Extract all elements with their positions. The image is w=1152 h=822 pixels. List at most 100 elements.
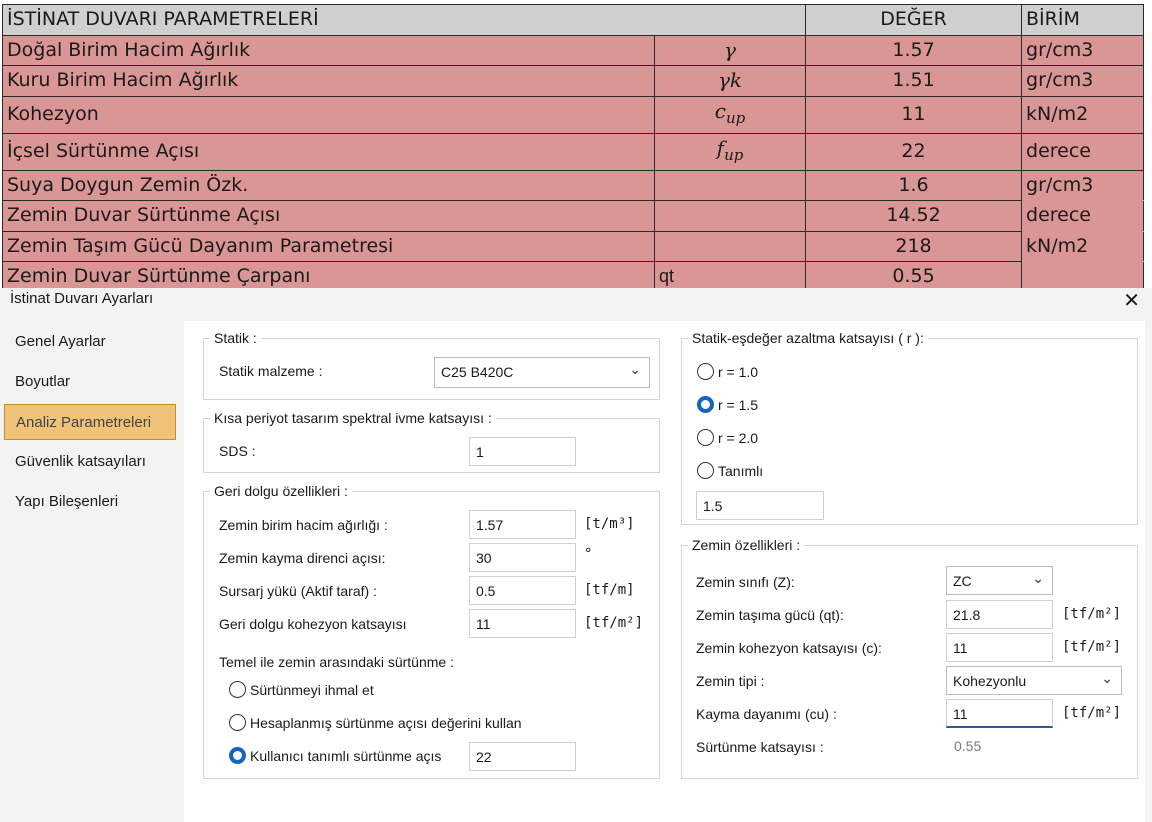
row-value[interactable]: 14.52 xyxy=(805,200,1023,232)
row-symbol[interactable]: fup xyxy=(653,132,807,171)
row-unit[interactable]: derece xyxy=(1021,200,1145,232)
spectral-legend: Kısa periyot tasarım spektral ivme katsa… xyxy=(214,410,492,426)
reduction-option-custom[interactable]: Tanımlı xyxy=(697,462,763,479)
backfill-legend: Geri dolgu özellikleri : xyxy=(214,483,348,499)
friction-option-label: Hesaplanmış sürtünme açısı değerini kull… xyxy=(250,714,522,731)
soil-class-value: ZC xyxy=(953,573,972,589)
friction-option-label: Kullanıcı tanımlı sürtünme açıs xyxy=(250,747,442,764)
shear-strength-input[interactable]: 11 xyxy=(946,699,1053,728)
surcharge-label: Sursarj yükü (Aktif taraf) : xyxy=(219,583,377,599)
row-name[interactable]: Suya Doygun Zemin Özk. xyxy=(2,169,655,201)
row-symbol[interactable]: γk xyxy=(653,65,807,97)
unit-weight-input[interactable]: 1.57 xyxy=(469,510,576,539)
bearing-input[interactable]: 21.8 xyxy=(946,600,1053,629)
statik-material-value: C25 B420C xyxy=(441,364,514,380)
reduction-custom-input[interactable]: 1.5 xyxy=(696,491,824,520)
reduction-option-2[interactable]: r = 1.5 xyxy=(697,396,758,413)
chevron-down-icon: ⌄ xyxy=(1101,670,1113,686)
friction-coef-label: Sürtünme katsayısı : xyxy=(696,739,824,755)
header-unit[interactable]: BİRİM xyxy=(1021,4,1145,36)
table-row: Zemin Taşım Gücü Dayanım Parametresi 218… xyxy=(2,230,1145,262)
soil-group: Zemin özellikleri : xyxy=(681,537,1138,779)
friction-option-ignore[interactable]: Sürtünmeyi ihmal et xyxy=(229,681,374,698)
header-value[interactable]: DEĞER xyxy=(805,4,1023,36)
friction-option-user-defined[interactable]: Kullanıcı tanımlı sürtünme açıs xyxy=(229,747,441,764)
sds-input[interactable]: 1 xyxy=(469,437,576,466)
row-unit[interactable] xyxy=(1021,261,1145,292)
reduction-option-1[interactable]: r = 1.0 xyxy=(697,363,758,380)
row-symbol[interactable] xyxy=(653,200,807,232)
row-value[interactable]: 218 xyxy=(805,230,1023,262)
surcharge-unit: [tf/m] xyxy=(584,582,635,598)
row-unit[interactable]: derece xyxy=(1021,132,1145,171)
shear-strength-unit: [tf/m²] xyxy=(1062,705,1122,721)
radio-icon xyxy=(229,681,246,698)
friction-option-label: Sürtünmeyi ihmal et xyxy=(250,681,374,698)
row-symbol[interactable]: cup xyxy=(653,95,807,134)
row-value[interactable]: 22 xyxy=(805,132,1023,171)
row-value[interactable]: 1.51 xyxy=(805,65,1023,97)
close-icon[interactable]: ✕ xyxy=(1123,288,1140,312)
friction-option-calculated[interactable]: Hesaplanmış sürtünme açısı değerini kull… xyxy=(229,714,522,731)
row-value[interactable]: 11 xyxy=(805,95,1023,134)
unit-weight-unit: [t/m³] xyxy=(584,516,635,532)
row-unit[interactable]: gr/cm3 xyxy=(1021,34,1145,66)
nav-item-genel-ayarlar[interactable]: Genel Ayarlar xyxy=(15,333,106,350)
row-unit[interactable]: kN/m2 xyxy=(1021,230,1145,262)
backfill-cohesion-input[interactable]: 11 xyxy=(469,609,576,638)
statik-material-select[interactable]: C25 B420C ⌄ xyxy=(434,357,650,388)
statik-group: Statik : xyxy=(203,330,660,400)
row-name[interactable]: Zemin Taşım Gücü Dayanım Parametresi xyxy=(2,230,655,262)
user-friction-input[interactable]: 22 xyxy=(469,742,576,771)
table-row: Kohezyon cup 11 kN/m2 xyxy=(2,95,1145,134)
friction-heading: Temel ile zemin arasındaki sürtünme : xyxy=(219,654,454,670)
soil-cohesion-unit: [tf/m²] xyxy=(1062,639,1122,655)
header-title[interactable]: İSTİNAT DUVARI PARAMETRELERİ xyxy=(1,4,807,36)
shear-angle-input[interactable]: 30 xyxy=(469,543,576,572)
reduction-option-label: r = 2.0 xyxy=(718,429,759,446)
row-symbol[interactable]: γ xyxy=(653,34,807,66)
surcharge-input[interactable]: 0.5 xyxy=(469,576,576,605)
reduction-group: Statik-eşdeğer azaltma katsayısı ( r ): xyxy=(681,330,1138,525)
row-unit[interactable]: gr/cm3 xyxy=(1021,169,1145,201)
row-symbol[interactable] xyxy=(653,230,807,262)
row-value[interactable]: 1.57 xyxy=(805,34,1023,66)
row-name[interactable]: İçsel Sürtünme Açısı xyxy=(2,132,655,171)
chevron-down-icon: ⌄ xyxy=(1032,570,1044,586)
nav-item-boyutlar[interactable]: Boyutlar xyxy=(15,373,71,390)
soil-type-label: Zemin tipi : xyxy=(696,673,765,689)
row-symbol[interactable] xyxy=(653,169,807,201)
row-name[interactable]: Doğal Birim Hacim Ağırlık xyxy=(2,34,655,66)
table-row: Zemin Duvar Sürtünme Açısı 14.52 derece xyxy=(2,200,1145,232)
bearing-unit: [tf/m²] xyxy=(1062,606,1122,622)
row-name[interactable]: Kohezyon xyxy=(2,95,655,134)
row-name[interactable]: Zemin Duvar Sürtünme Çarpanı xyxy=(2,261,655,293)
reduction-option-label: r = 1.5 xyxy=(718,396,759,413)
row-name[interactable]: Zemin Duvar Sürtünme Açısı xyxy=(2,200,655,232)
chevron-down-icon: ⌄ xyxy=(629,361,641,377)
soil-legend: Zemin özellikleri : xyxy=(692,537,801,553)
table-row: Suya Doygun Zemin Özk. 1.6 gr/cm3 xyxy=(2,169,1145,201)
soil-class-select[interactable]: ZC ⌄ xyxy=(946,566,1053,595)
soil-cohesion-input[interactable]: 11 xyxy=(946,633,1053,662)
row-value[interactable]: 1.6 xyxy=(805,169,1023,201)
soil-class-label: Zemin sınıfı (Z): xyxy=(696,574,795,590)
unit-weight-label: Zemin birim hacim ağırlığı : xyxy=(219,517,388,533)
radio-selected-icon xyxy=(229,747,246,764)
soil-type-value: Kohezyonlu xyxy=(953,673,1027,689)
soil-type-select[interactable]: Kohezyonlu ⌄ xyxy=(946,666,1122,695)
dialog-title: İstinat Duvarı Ayarları xyxy=(10,290,154,307)
soil-cohesion-label: Zemin kohezyon katsayısı (c): xyxy=(696,640,882,656)
row-name[interactable]: Kuru Birim Hacim Ağırlık xyxy=(2,65,655,97)
nav-item-guvenlik-katsayilari[interactable]: Güvenlik katsayıları xyxy=(15,453,146,470)
statik-legend: Statik : xyxy=(214,330,257,346)
reduction-option-3[interactable]: r = 2.0 xyxy=(697,429,758,446)
nav-item-yapi-bilesenleri[interactable]: Yapı Bileşenleri xyxy=(15,493,119,510)
row-unit[interactable]: kN/m2 xyxy=(1021,95,1145,134)
radio-icon xyxy=(697,363,714,380)
settings-nav: Genel Ayarlar Boyutlar Analiz Parametrel… xyxy=(0,321,181,822)
nav-item-analiz-parametreleri[interactable]: Analiz Parametreleri xyxy=(4,404,176,440)
backfill-group: Geri dolgu özellikleri : xyxy=(203,483,660,779)
parameter-sheet: İSTİNAT DUVARI PARAMETRELERİ DEĞER BİRİM… xyxy=(1,4,1145,293)
row-unit[interactable]: gr/cm3 xyxy=(1021,65,1145,97)
